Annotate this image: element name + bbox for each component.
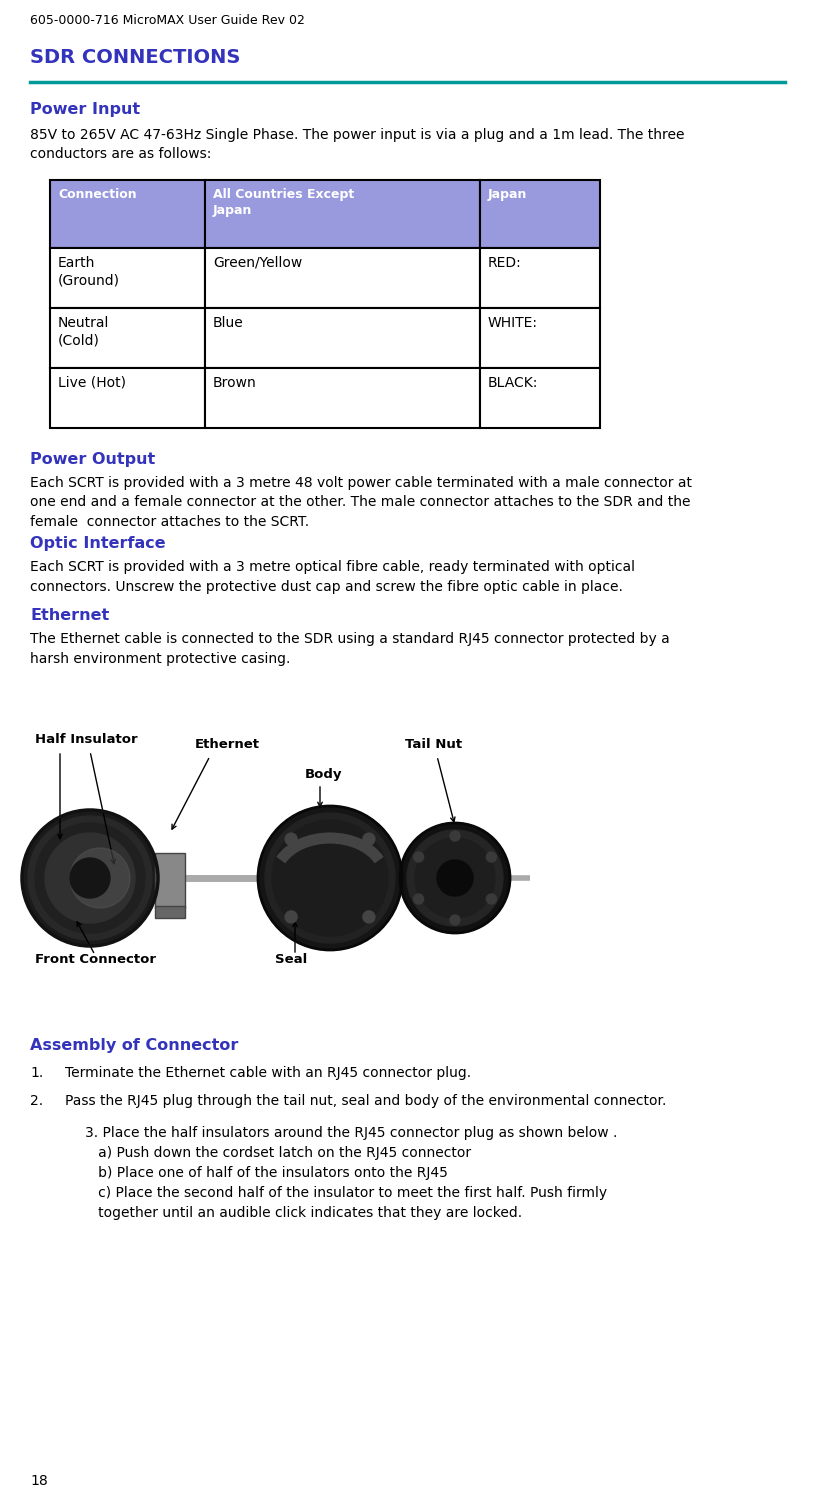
Text: Ethernet: Ethernet [30, 609, 109, 624]
Text: Power Input: Power Input [30, 101, 140, 116]
Bar [480, 181, 600, 248]
Bar [155, 906, 185, 918]
Text: All Countries Except
Japan: All Countries Except Japan [213, 188, 355, 216]
Circle shape [400, 824, 510, 932]
Bar [205, 248, 480, 307]
Text: Each SCRT is provided with a 3 metre optical fibre cable, ready terminated with : Each SCRT is provided with a 3 metre opt… [30, 560, 635, 594]
Circle shape [437, 859, 473, 897]
Circle shape [363, 912, 375, 924]
Circle shape [265, 813, 395, 943]
Circle shape [363, 833, 375, 844]
Text: Pass the RJ45 plug through the tail nut, seal and body of the environmental conn: Pass the RJ45 plug through the tail nut,… [65, 1094, 667, 1109]
Bar [50, 181, 205, 248]
Circle shape [450, 831, 460, 841]
Circle shape [70, 847, 130, 909]
Bar [480, 248, 600, 307]
Circle shape [414, 852, 424, 862]
Text: 2.: 2. [30, 1094, 43, 1109]
Circle shape [28, 816, 152, 940]
Text: Power Output: Power Output [30, 452, 155, 467]
Circle shape [45, 833, 135, 924]
Text: 3. Place the half insulators around the RJ45 connector plug as shown below .: 3. Place the half insulators around the … [85, 1126, 618, 1140]
Bar [50, 369, 205, 428]
Text: Earth
(Ground): Earth (Ground) [58, 257, 120, 288]
Text: Terminate the Ethernet cable with an RJ45 connector plug.: Terminate the Ethernet cable with an RJ4… [65, 1065, 471, 1080]
Circle shape [414, 894, 424, 904]
Circle shape [35, 824, 145, 932]
Text: Blue: Blue [213, 316, 244, 330]
Bar [50, 248, 205, 307]
Circle shape [22, 810, 158, 946]
Text: a) Push down the cordset latch on the RJ45 connector: a) Push down the cordset latch on the RJ… [85, 1146, 471, 1159]
Bar [155, 853, 185, 909]
Text: Neutral
(Cold): Neutral (Cold) [58, 316, 109, 348]
Circle shape [407, 830, 503, 927]
Text: Optic Interface: Optic Interface [30, 536, 165, 551]
Text: together until an audible click indicates that they are locked.: together until an audible click indicate… [85, 1206, 522, 1220]
Circle shape [285, 912, 297, 924]
Text: Ethernet: Ethernet [195, 739, 260, 750]
Circle shape [70, 858, 110, 898]
Text: The Ethernet cable is connected to the SDR using a standard RJ45 connector prote: The Ethernet cable is connected to the S… [30, 633, 670, 665]
Bar [205, 369, 480, 428]
Circle shape [285, 833, 297, 844]
Bar [480, 307, 600, 369]
Text: Brown: Brown [213, 376, 257, 389]
Text: Assembly of Connector: Assembly of Connector [30, 1038, 238, 1053]
Bar [30, 677, 570, 1018]
Circle shape [272, 821, 388, 935]
Bar [480, 369, 600, 428]
Text: Each SCRT is provided with a 3 metre 48 volt power cable terminated with a male : Each SCRT is provided with a 3 metre 48 … [30, 476, 692, 530]
Bar [50, 307, 205, 369]
Circle shape [415, 839, 495, 918]
Circle shape [450, 915, 460, 925]
Bar [205, 181, 480, 248]
Bar [205, 307, 480, 369]
Text: Live (Hot): Live (Hot) [58, 376, 126, 389]
Text: b) Place one of half of the insulators onto the RJ45: b) Place one of half of the insulators o… [85, 1167, 448, 1180]
Text: WHITE:: WHITE: [488, 316, 538, 330]
Text: Green/Yellow: Green/Yellow [213, 257, 302, 270]
Text: Half Insulator: Half Insulator [35, 733, 138, 746]
Text: RED:: RED: [488, 257, 522, 270]
Text: 605-0000-716 MicroMAX User Guide Rev 02: 605-0000-716 MicroMAX User Guide Rev 02 [30, 13, 305, 27]
Text: Body: Body [305, 768, 342, 780]
Text: Front Connector: Front Connector [35, 953, 156, 965]
Text: Japan: Japan [488, 188, 527, 201]
Text: BLACK:: BLACK: [488, 376, 539, 389]
Text: 18: 18 [30, 1474, 48, 1488]
Text: Seal: Seal [275, 953, 307, 965]
Text: Connection: Connection [58, 188, 137, 201]
Circle shape [487, 852, 496, 862]
Circle shape [487, 894, 496, 904]
Text: SDR CONNECTIONS: SDR CONNECTIONS [30, 48, 240, 67]
Text: c) Place the second half of the insulator to meet the first half. Push firmly: c) Place the second half of the insulato… [85, 1186, 607, 1200]
Text: Tail Nut: Tail Nut [405, 739, 462, 750]
Text: 1.: 1. [30, 1065, 43, 1080]
Text: 85V to 265V AC 47-63Hz Single Phase. The power input is via a plug and a 1m lead: 85V to 265V AC 47-63Hz Single Phase. The… [30, 128, 685, 161]
Circle shape [258, 806, 402, 950]
